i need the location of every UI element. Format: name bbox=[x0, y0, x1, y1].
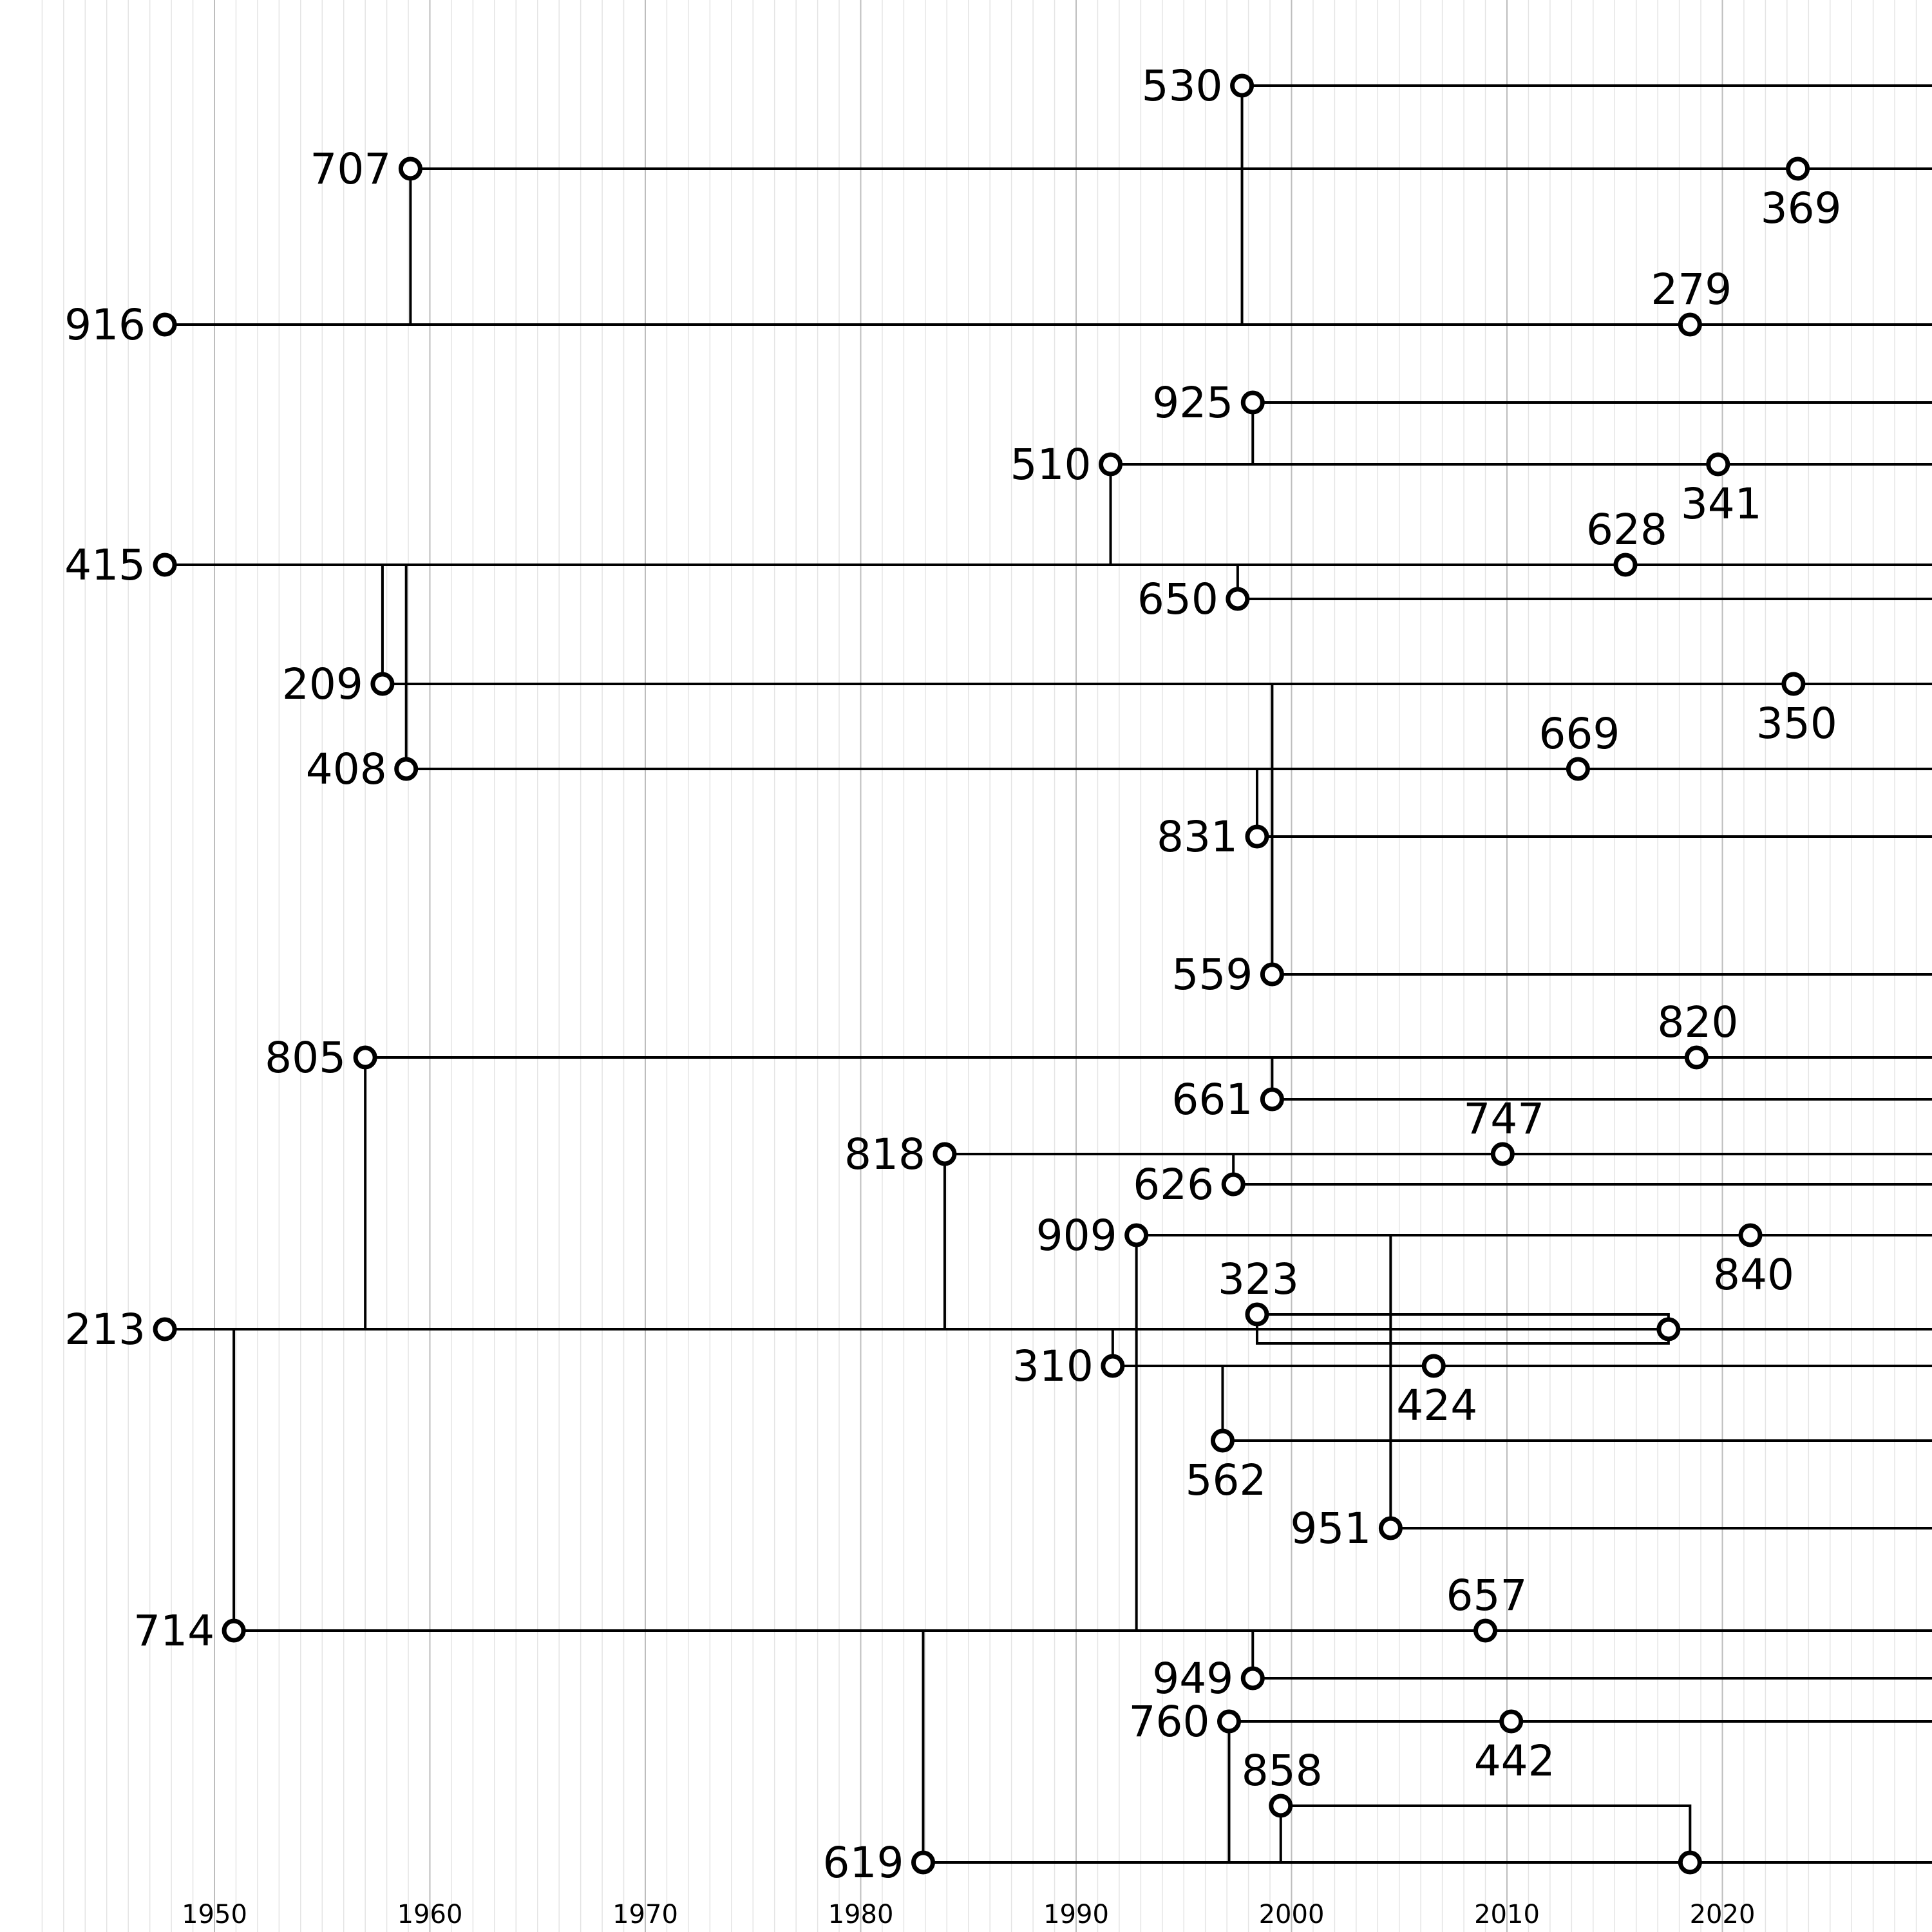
node-label: 714 bbox=[133, 1606, 214, 1656]
node-marker bbox=[1490, 1142, 1515, 1166]
node-marker bbox=[153, 1317, 177, 1341]
node-marker bbox=[1786, 156, 1810, 181]
node-marker bbox=[1473, 1618, 1498, 1643]
node-marker bbox=[1101, 1354, 1125, 1378]
year-tick-label: 2010 bbox=[1474, 1900, 1540, 1929]
node-marker bbox=[153, 312, 177, 337]
node-marker bbox=[1099, 452, 1123, 477]
merge-node-marker bbox=[1678, 1850, 1702, 1875]
node-label: 562 bbox=[1185, 1455, 1266, 1505]
node-label: 650 bbox=[1137, 574, 1218, 624]
node-label: 657 bbox=[1446, 1571, 1528, 1620]
node-marker bbox=[933, 1142, 957, 1166]
node-label: 831 bbox=[1157, 812, 1238, 862]
node-label: 951 bbox=[1290, 1504, 1371, 1553]
node-label: 530 bbox=[1142, 61, 1223, 111]
node-marker bbox=[1269, 1794, 1293, 1818]
year-tick-label: 1970 bbox=[612, 1900, 678, 1929]
year-axis: 1950 1960 1970 1980 1990 2000 2010 2020 bbox=[182, 1900, 1755, 1929]
node-marker bbox=[353, 1045, 377, 1070]
node-marker bbox=[1210, 1428, 1235, 1453]
node-label: 909 bbox=[1036, 1211, 1117, 1260]
node-marker bbox=[1260, 962, 1284, 987]
node-marker bbox=[1230, 73, 1255, 98]
year-tick-label: 1980 bbox=[828, 1900, 894, 1929]
year-tick-label: 1990 bbox=[1043, 1900, 1109, 1929]
node-label: 209 bbox=[282, 659, 363, 709]
merge-loop-upper bbox=[1255, 1313, 1670, 1331]
node-label: 408 bbox=[306, 744, 387, 794]
node-marker bbox=[1706, 452, 1730, 477]
year-tick-label: 2000 bbox=[1259, 1900, 1325, 1929]
node-label: 310 bbox=[1012, 1341, 1094, 1391]
node-label: 707 bbox=[310, 144, 391, 194]
node-label: 669 bbox=[1539, 709, 1620, 759]
node-label: 858 bbox=[1242, 1746, 1323, 1795]
node-marker bbox=[1781, 672, 1806, 696]
node-label: 661 bbox=[1171, 1075, 1253, 1124]
node-marker bbox=[1378, 1516, 1403, 1540]
node-marker bbox=[1240, 390, 1265, 415]
node-label: 279 bbox=[1651, 265, 1732, 314]
node-label: 442 bbox=[1474, 1736, 1555, 1786]
node-label: 369 bbox=[1761, 184, 1842, 233]
node-label: 424 bbox=[1396, 1381, 1477, 1430]
node-label: 415 bbox=[64, 540, 146, 590]
node-marker bbox=[153, 553, 177, 577]
node-label: 925 bbox=[1152, 378, 1233, 428]
node-marker bbox=[911, 1850, 936, 1875]
node-label: 350 bbox=[1756, 699, 1837, 748]
lineage-lines bbox=[164, 84, 1932, 1864]
node-marker bbox=[1226, 587, 1250, 611]
node-label: 628 bbox=[1586, 505, 1667, 554]
node-marker bbox=[1221, 1172, 1245, 1197]
node-marker bbox=[1499, 1709, 1524, 1734]
node-label: 820 bbox=[1657, 998, 1738, 1047]
node-marker bbox=[1245, 1302, 1269, 1327]
node-marker bbox=[394, 757, 419, 781]
node-marker bbox=[1217, 1709, 1241, 1734]
year-tick-label: 2020 bbox=[1690, 1900, 1756, 1929]
node-labels: 530 707 369 916 279 925 510 341 415 628 650 209 350 4… bbox=[64, 61, 1841, 1888]
node-marker bbox=[370, 672, 395, 696]
node-label: 747 bbox=[1463, 1094, 1544, 1144]
merge-loop bbox=[1279, 1804, 1692, 1864]
node-marker bbox=[1678, 312, 1702, 337]
node-label: 916 bbox=[64, 300, 146, 350]
node-marker bbox=[1260, 1087, 1284, 1112]
node-label: 818 bbox=[844, 1130, 925, 1179]
lineage-nodes bbox=[153, 73, 1810, 1875]
node-label: 323 bbox=[1218, 1255, 1299, 1304]
node-label: 510 bbox=[1010, 440, 1092, 489]
year-tick-label: 1950 bbox=[182, 1900, 247, 1929]
node-marker bbox=[1684, 1045, 1709, 1070]
node-label: 840 bbox=[1713, 1250, 1794, 1300]
node-label: 559 bbox=[1171, 950, 1253, 999]
node-marker bbox=[1566, 757, 1590, 781]
node-marker bbox=[1240, 1666, 1265, 1690]
year-tick-label: 1960 bbox=[397, 1900, 463, 1929]
node-label: 760 bbox=[1129, 1697, 1210, 1747]
node-marker bbox=[398, 156, 422, 181]
year-grid bbox=[41, 0, 1917, 1932]
node-marker bbox=[1421, 1354, 1446, 1378]
node-label: 626 bbox=[1133, 1160, 1214, 1209]
node-marker bbox=[1124, 1223, 1149, 1247]
node-label: 805 bbox=[265, 1033, 346, 1083]
node-label: 213 bbox=[64, 1305, 146, 1354]
node-label: 341 bbox=[1681, 479, 1762, 529]
node-marker bbox=[1738, 1223, 1763, 1247]
merge-node-marker bbox=[1656, 1317, 1681, 1341]
node-label: 619 bbox=[823, 1838, 904, 1888]
node-label: 949 bbox=[1152, 1654, 1233, 1703]
node-marker bbox=[1613, 553, 1638, 577]
node-marker bbox=[1245, 824, 1269, 849]
node-marker bbox=[222, 1618, 246, 1643]
